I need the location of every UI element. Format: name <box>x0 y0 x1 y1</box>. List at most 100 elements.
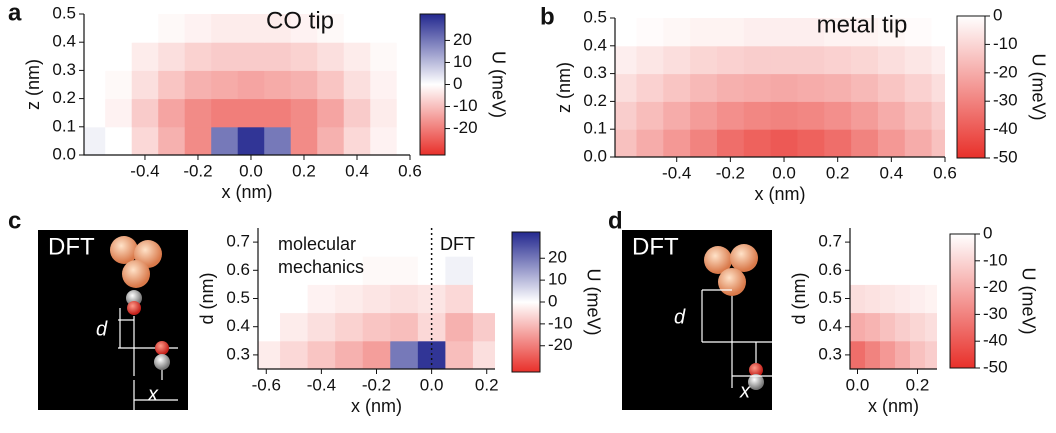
heatmap-cell <box>770 45 798 75</box>
heatmap-cell <box>131 42 159 71</box>
heatmap-cell <box>184 70 212 100</box>
heatmap-cell <box>880 312 896 342</box>
heatmap-cell <box>307 312 336 342</box>
x-axis-label: x (nm) <box>868 396 919 416</box>
heatmap-cell <box>472 256 495 285</box>
heatmap-cell <box>396 14 410 43</box>
heatmap-cell <box>865 340 881 369</box>
heatmap-cell <box>770 73 798 102</box>
heatmap-cell <box>290 126 318 155</box>
heatmap-cell <box>280 340 309 369</box>
heatmap-cell <box>716 45 745 75</box>
heatmap-cell <box>258 256 281 285</box>
heatmap-cell <box>895 256 911 285</box>
heatmap-cell <box>335 312 364 342</box>
heatmap-cell <box>343 98 371 128</box>
atom <box>730 244 758 272</box>
heatmap-cell <box>636 73 664 102</box>
heatmap-cell <box>877 129 906 157</box>
heatmap-cell <box>390 312 419 342</box>
panel-letter: a <box>8 0 22 26</box>
heatmap-cell <box>770 18 798 47</box>
heatmap-cell <box>280 312 309 342</box>
x-tick-label: 0.2 <box>826 163 850 182</box>
heatmap-cell <box>362 340 391 369</box>
heatmap-cell <box>280 256 309 285</box>
y-tick-label: 0.6 <box>226 260 250 279</box>
heatmap-cell <box>716 101 745 130</box>
x-tick-label: -0.4 <box>662 163 691 182</box>
heatmap-cell <box>258 228 281 257</box>
heatmap-cell <box>84 14 106 43</box>
heatmap-cell <box>105 14 133 43</box>
annotation: mechanics <box>278 257 364 277</box>
heatmap-cell <box>317 42 345 71</box>
panel-title: CO tip <box>266 7 334 34</box>
heatmap-cell <box>237 42 265 71</box>
panel-letter: b <box>540 3 555 30</box>
heatmap-cell <box>904 18 933 47</box>
heatmap-cell <box>904 101 933 130</box>
heatmap-cell <box>370 98 398 128</box>
colorbar <box>511 231 541 373</box>
x-axis-label: x (nm) <box>755 184 806 204</box>
heatmap-cell <box>84 126 106 155</box>
y-tick-label: 0.3 <box>583 63 607 82</box>
heatmap-cell <box>931 129 945 157</box>
heatmap-cell <box>743 101 772 130</box>
x-tick-label: 0.0 <box>239 161 263 180</box>
heatmap-cell <box>851 18 879 47</box>
heatmap-cell <box>824 18 852 47</box>
colorbar-tick-label: 0 <box>453 74 462 93</box>
colorbar-tick-label: -10 <box>548 313 573 332</box>
heatmap-cell <box>317 14 345 43</box>
y-tick-label: 0.1 <box>583 119 607 138</box>
heatmap-cell <box>895 228 911 257</box>
heatmap-cell <box>335 228 364 257</box>
colorbar-tick-label: -30 <box>983 304 1008 323</box>
heatmap-cell <box>211 126 239 155</box>
heatmap-cell <box>877 101 906 130</box>
heatmap-cell <box>317 70 345 100</box>
heatmap-cell <box>343 70 371 100</box>
heatmap-cell <box>472 312 495 342</box>
heatmap-cell <box>895 312 911 342</box>
heatmap-cells <box>84 14 410 155</box>
atom <box>748 374 764 390</box>
annotation: DFT <box>440 234 475 254</box>
heatmap-cell <box>895 284 911 314</box>
inset-x-label: x <box>739 380 751 402</box>
atom <box>122 260 150 288</box>
heatmap-cell <box>824 45 852 75</box>
heatmap-cell <box>910 312 926 342</box>
heatmap-cell <box>264 14 292 43</box>
heatmap-cell <box>307 284 336 314</box>
heatmap-cell <box>396 126 410 155</box>
heatmap-cell <box>877 73 906 102</box>
y-tick-label: 0.4 <box>583 35 607 54</box>
heatmap-cell <box>370 42 398 71</box>
heatmap-cell <box>880 284 896 314</box>
heatmap-cell <box>636 45 664 75</box>
x-axis-label: x (nm) <box>222 182 273 202</box>
colorbar-tick-label: -30 <box>993 91 1018 110</box>
heatmap-cell <box>417 256 446 285</box>
heatmap-cell <box>824 101 852 130</box>
y-tick-label: 0.2 <box>583 91 607 110</box>
colorbar-label: U (meV) <box>488 51 508 118</box>
x-tick-label: -0.6 <box>252 375 281 394</box>
heatmap-cell <box>445 228 474 257</box>
colorbar-tick-label: -20 <box>548 335 573 354</box>
panel-title: metal tip <box>817 11 908 38</box>
heatmap-cell <box>910 284 926 314</box>
heatmap-cell <box>370 126 398 155</box>
y-tick-label: 0.0 <box>583 146 607 165</box>
heatmap-cell <box>904 129 933 157</box>
heatmap-cell <box>362 228 391 257</box>
x-tick-label: 0.4 <box>880 163 904 182</box>
heatmap-cell <box>390 284 419 314</box>
colorbar-tick-label: -50 <box>993 147 1018 166</box>
heatmap-cell <box>184 42 212 71</box>
y-tick-label: 0.4 <box>226 316 250 335</box>
